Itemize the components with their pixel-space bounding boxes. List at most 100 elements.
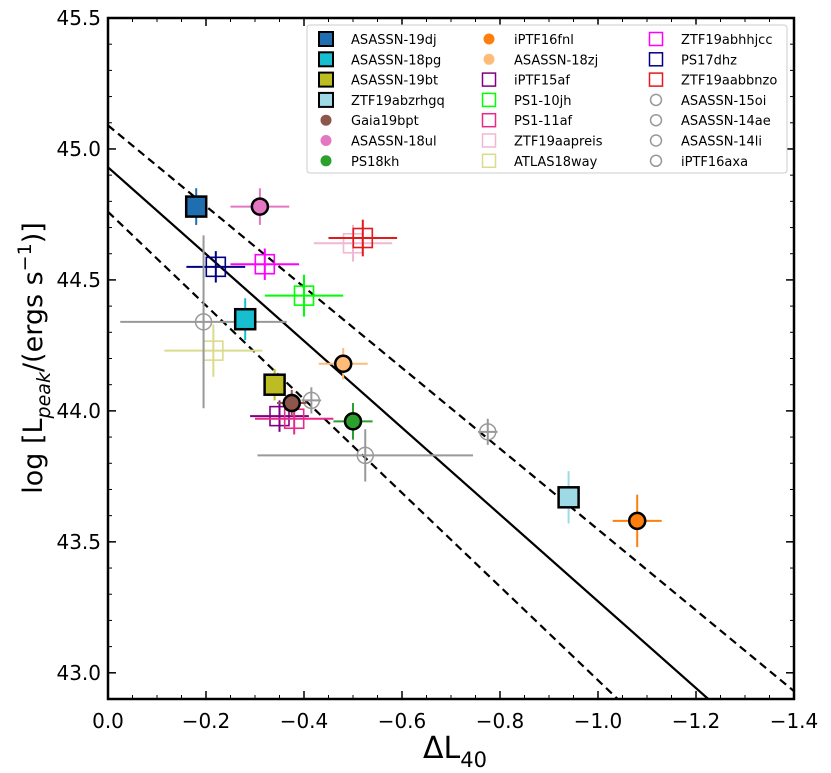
y-axis-label: log [Lpeak/(ergs s−1)] <box>14 222 55 494</box>
legend-item-iptf15af: iPTF15af <box>481 72 570 89</box>
legend-marker <box>318 31 334 47</box>
point-iptf16fnl <box>612 494 662 548</box>
legend-label: ASASSN-14li <box>681 135 762 150</box>
marker-asassn-14li <box>479 423 497 441</box>
legend-marker <box>318 91 334 108</box>
legend-item-iptf16fnl: iPTF16fnl <box>483 33 574 48</box>
x-tick-label: −1.2 <box>672 709 721 733</box>
legend-label: ASASSN-18ul <box>351 135 437 150</box>
data-points <box>120 188 662 548</box>
legend-label: PS1-11af <box>514 114 573 129</box>
x-ticks: 0.0 −0.2 −0.4 −0.6 −0.8 −1.0 −1.2 −1.4 <box>92 18 818 733</box>
legend-item-atlas18way: ATLAS18way <box>481 153 598 170</box>
marker-ps18kh <box>343 412 363 431</box>
point-asassn-19dj <box>184 188 208 225</box>
point-ps17dhz <box>186 251 246 283</box>
point-asassn-15oi <box>120 235 287 409</box>
legend-marker <box>481 72 497 87</box>
legend-marker <box>318 51 334 68</box>
marker-ztf19abhhjcc <box>254 253 276 275</box>
point-asassn-18zj <box>318 348 368 380</box>
legend-item-ztf19abzrhgq: ZTF19abzrhgq <box>318 91 445 109</box>
marker-ps1-10jh <box>293 285 315 306</box>
point-asassn-19bt <box>263 368 286 401</box>
legend-label: ASASSN-19bt <box>351 74 438 89</box>
legend-marker <box>320 155 332 167</box>
legend-marker <box>483 53 495 65</box>
marker-asassn-18ul <box>250 197 270 216</box>
point-asassn-18ul <box>230 188 290 225</box>
point-ztf19aabbnzo <box>328 219 398 257</box>
point-ps1-10jh <box>264 274 344 317</box>
legend-marker <box>649 154 663 168</box>
legend-label: Gaia19bpt <box>351 114 419 129</box>
legend-label: ATLAS18way <box>514 155 598 170</box>
marker-gaia19bpt <box>282 393 301 413</box>
legend-label: ASASSN-19dj <box>351 33 437 48</box>
legend-item-ps1-11af: PS1-11af <box>481 112 573 129</box>
x-tick-label: 0.0 <box>92 709 124 733</box>
legend-label: ASASSN-15oi <box>681 94 766 109</box>
marker-ps17dhz <box>205 256 227 278</box>
legend-item-gaia19bpt: Gaia19bpt <box>320 114 419 129</box>
legend-item-asassn-18zj: ASASSN-18zj <box>483 53 598 68</box>
legend-marker <box>320 114 332 126</box>
x-axis-label: ΔL40 <box>423 731 487 772</box>
legend-label: iPTF15af <box>514 74 570 89</box>
marker-asassn-19bt <box>263 373 286 396</box>
legend-item-asassn-18ul: ASASSN-18ul <box>320 135 437 150</box>
y-tick-label: 45.5 <box>56 6 101 30</box>
legend-label: ZTF19abzrhgq <box>351 94 445 109</box>
legend-item-ps18kh: PS18kh <box>320 155 399 170</box>
legend-marker <box>649 113 663 127</box>
legend-label: ASASSN-14ae <box>681 114 771 129</box>
y-tick-label: 43.0 <box>56 661 101 685</box>
legend-item-ztf19abhhjcc: ZTF19abhhjcc <box>648 31 772 48</box>
y-tick-label: 43.5 <box>56 530 101 554</box>
legend-label: iPTF16fnl <box>514 33 574 48</box>
legend-marker <box>649 134 663 147</box>
legend-item-ztf19aabbnzo: ZTF19aabbnzo <box>648 72 777 89</box>
legend-marker <box>481 112 497 128</box>
x-tick-label: −1.0 <box>574 709 623 733</box>
marker-iptf16axa <box>356 446 374 465</box>
legend-label: PS17dhz <box>681 53 737 68</box>
marker-iptf15af <box>269 405 290 427</box>
point-gaia19bpt <box>277 389 307 417</box>
legend-marker <box>318 71 334 88</box>
x-tick-label: −1.4 <box>770 709 819 733</box>
legend-label: ZTF19aapreis <box>514 135 603 150</box>
legend-item-asassn-15oi: ASASSN-15oi <box>649 93 766 109</box>
legend-marker <box>483 33 495 45</box>
axes: 0.0 −0.2 −0.4 −0.6 −0.8 −1.0 −1.2 −1.4 43.0 43.5… <box>56 6 818 733</box>
legend-label: iPTF16axa <box>681 155 748 170</box>
fit-line-best-fit <box>108 166 709 699</box>
legend-label: ZTF19abhhjcc <box>681 33 772 48</box>
legend-item-ps1-10jh: PS1-10jh <box>481 92 571 109</box>
legend-item-iptf16axa: iPTF16axa <box>649 154 748 170</box>
legend-box <box>306 24 788 174</box>
legend-label: PS18kh <box>351 155 399 170</box>
x-tick-label: −0.4 <box>280 709 329 733</box>
legend-label: ASASSN-18zj <box>514 53 598 68</box>
legend-marker <box>481 153 497 169</box>
y-ticks: 43.0 43.5 44.0 44.5 45.0 45.5 <box>56 6 794 700</box>
legend-item-asassn-14li: ASASSN-14li <box>649 134 762 150</box>
legend-label: ZTF19aabbnzo <box>681 74 777 89</box>
point-asassn-14li <box>477 418 498 445</box>
legend-item-asassn-19dj: ASASSN-19dj <box>318 31 437 48</box>
marker-asassn-15oi <box>194 313 213 331</box>
marker-asassn-18zj <box>333 354 353 373</box>
point-ps18kh <box>333 403 373 440</box>
legend-marker <box>649 93 663 107</box>
legend-item-asassn-14ae: ASASSN-14ae <box>649 113 771 129</box>
legend-label: PS1-10jh <box>514 94 571 109</box>
legend-marker <box>481 133 497 148</box>
marker-asassn-14ae <box>302 391 321 410</box>
marker-asassn-18pg <box>233 307 257 331</box>
legend-marker <box>648 52 664 67</box>
legend: ASASSN-19dj ASASSN-18pg ASASSN-19bt ZTF19ab… <box>306 24 788 174</box>
point-atlas18way <box>164 324 263 377</box>
point-ztf19abzrhgq <box>557 471 580 524</box>
